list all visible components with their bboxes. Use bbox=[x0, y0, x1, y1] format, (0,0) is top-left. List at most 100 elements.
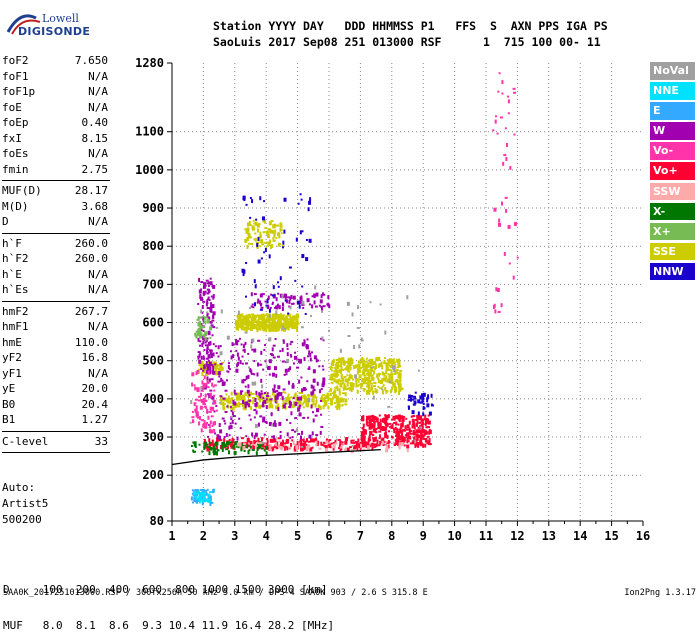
echo-point bbox=[381, 365, 384, 368]
echo-point bbox=[357, 367, 361, 372]
echo-point bbox=[267, 398, 271, 403]
echo-point bbox=[204, 393, 207, 398]
echo-point bbox=[358, 344, 361, 349]
echo-point bbox=[360, 382, 364, 387]
echo-point bbox=[269, 244, 272, 249]
param-value: 260.0 bbox=[74, 252, 108, 265]
echo-point bbox=[323, 396, 327, 399]
echo-point bbox=[312, 438, 315, 443]
echo-point bbox=[300, 395, 303, 398]
echo-point bbox=[382, 384, 385, 387]
echo-point bbox=[260, 350, 263, 355]
echo-point bbox=[253, 416, 256, 419]
echo-point bbox=[289, 422, 292, 425]
echo-point bbox=[209, 351, 212, 356]
echo-point bbox=[396, 435, 400, 438]
echo-point bbox=[203, 405, 207, 408]
echo-point bbox=[202, 300, 206, 303]
x-tick-label: 1 bbox=[168, 529, 175, 543]
echo-point bbox=[279, 223, 283, 228]
legend-item: NNE bbox=[650, 82, 695, 100]
legend-item: SSW bbox=[650, 182, 695, 201]
echo-point bbox=[307, 367, 311, 370]
echo-point bbox=[276, 355, 280, 358]
echo-point bbox=[418, 415, 422, 420]
echo-point bbox=[262, 231, 266, 234]
echo-point bbox=[242, 344, 245, 349]
echo-point bbox=[287, 367, 290, 372]
echo-point bbox=[241, 355, 244, 358]
echo-point bbox=[212, 443, 216, 448]
echo-point bbox=[250, 305, 253, 308]
echo-point bbox=[276, 447, 279, 450]
echo-point bbox=[357, 378, 360, 383]
echo-point bbox=[492, 129, 495, 132]
echo-point bbox=[286, 343, 289, 348]
echo-point bbox=[191, 410, 194, 413]
echo-point bbox=[217, 435, 220, 440]
echo-point bbox=[317, 440, 320, 445]
echo-point bbox=[282, 439, 285, 444]
legend-item: X- bbox=[650, 202, 695, 221]
echo-point bbox=[406, 439, 409, 444]
echo-point bbox=[264, 219, 267, 224]
echo-point bbox=[195, 495, 198, 500]
echo-point bbox=[311, 351, 314, 354]
echo-point bbox=[302, 445, 305, 450]
echo-point bbox=[406, 424, 410, 429]
echo-point bbox=[234, 392, 238, 395]
param-separator bbox=[2, 300, 110, 302]
echo-point bbox=[201, 380, 204, 385]
echo-point bbox=[293, 430, 296, 433]
echo-point bbox=[351, 444, 354, 447]
echo-point bbox=[370, 361, 373, 366]
echo-point bbox=[195, 415, 198, 418]
echo-point bbox=[286, 314, 289, 317]
echo-point bbox=[244, 341, 247, 344]
echo-point bbox=[307, 355, 310, 358]
echo-point bbox=[253, 293, 257, 296]
echo-point bbox=[206, 311, 209, 314]
echo-point bbox=[243, 450, 246, 453]
echo-point bbox=[372, 439, 375, 442]
echo-point bbox=[414, 443, 417, 448]
echo-point bbox=[205, 443, 209, 446]
echo-point bbox=[500, 116, 504, 119]
echo-point bbox=[291, 429, 295, 432]
echo-point bbox=[377, 444, 381, 447]
echo-point bbox=[212, 343, 215, 346]
echo-point bbox=[201, 450, 204, 453]
echo-point bbox=[362, 382, 366, 385]
x-tick-label: 8 bbox=[388, 529, 395, 543]
echo-point bbox=[194, 398, 198, 401]
echo-point bbox=[246, 230, 250, 233]
x-tick-label: 9 bbox=[420, 529, 427, 543]
echo-point bbox=[250, 316, 253, 321]
echo-point bbox=[399, 370, 403, 373]
echo-point bbox=[313, 293, 316, 298]
param-name: B0 bbox=[2, 397, 16, 411]
echo-point bbox=[340, 373, 343, 378]
echo-point bbox=[250, 292, 253, 297]
echo-point bbox=[426, 398, 429, 403]
echo-point bbox=[271, 301, 274, 304]
legend-item: E bbox=[650, 102, 695, 120]
echo-point bbox=[494, 119, 497, 124]
echo-point bbox=[307, 207, 310, 212]
echo-point bbox=[362, 369, 366, 374]
echo-point bbox=[256, 301, 259, 304]
echo-point bbox=[206, 348, 209, 351]
echo-point bbox=[192, 441, 195, 444]
echo-point bbox=[190, 400, 193, 405]
echo-point bbox=[274, 423, 277, 428]
echo-point bbox=[302, 416, 306, 419]
echo-point bbox=[367, 369, 370, 374]
echo-point bbox=[238, 394, 241, 397]
echo-point bbox=[395, 421, 398, 426]
echo-point bbox=[276, 232, 280, 237]
echo-point bbox=[376, 377, 379, 380]
param-name: fxI bbox=[2, 131, 22, 145]
echo-point bbox=[407, 440, 410, 443]
echo-point bbox=[265, 304, 268, 307]
echo-point bbox=[299, 296, 303, 301]
